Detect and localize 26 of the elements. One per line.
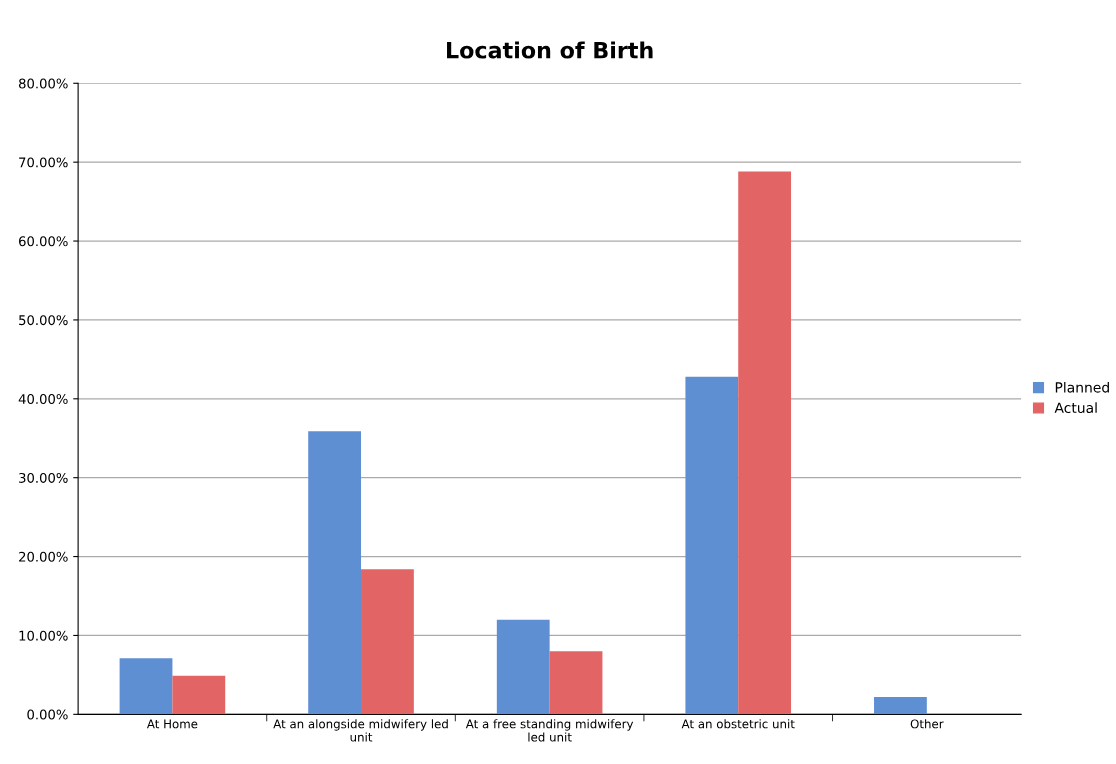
- x-tick-label: At an alongside midwifery led unit: [273, 719, 448, 742]
- legend-label: Actual: [1054, 402, 1097, 414]
- bar: [119, 658, 173, 715]
- x-tick-label: At a free standing midwifery led unit: [465, 719, 634, 742]
- bar: [738, 171, 792, 715]
- legend-label: Planned: [1055, 381, 1109, 393]
- bar: [874, 696, 927, 715]
- bar: [361, 569, 414, 715]
- y-tick-label: 0.00%: [27, 709, 68, 720]
- x-tick-label: Other: [910, 719, 944, 729]
- x-tick-label: At an obstetric unit: [681, 719, 795, 729]
- y-tick-label: 10.00%: [19, 630, 68, 641]
- y-tick-label: 80.00%: [18, 78, 68, 89]
- y-tick-label: 40.00%: [18, 394, 68, 405]
- bar: [496, 619, 550, 715]
- bar: [308, 431, 362, 715]
- bar: [549, 651, 603, 715]
- y-tick-label: 60.00%: [19, 236, 68, 247]
- y-tick-label: 50.00%: [19, 315, 68, 326]
- y-tick-label: 70.00%: [19, 157, 68, 168]
- x-tick-label: At Home: [146, 719, 198, 729]
- y-tick-label: 30.00%: [19, 472, 68, 483]
- chart-title: Location of Birth: [447, 41, 653, 59]
- y-tick-label: 20.00%: [19, 551, 68, 562]
- bar: [685, 376, 739, 715]
- bar: [172, 675, 226, 715]
